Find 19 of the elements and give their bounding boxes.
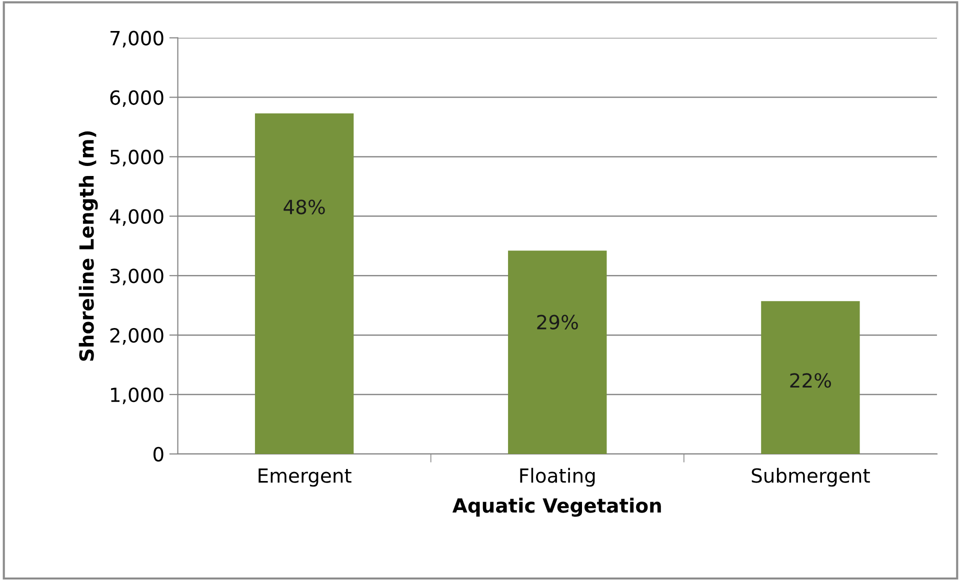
y-tick-label: 5,000: [110, 150, 164, 166]
annotation: 22%: [790, 373, 831, 388]
annotation: 29%: [537, 314, 578, 330]
x-tick-label: Submergent: [752, 468, 870, 487]
bar: [508, 250, 607, 454]
y-tick-label: 2,000: [110, 328, 164, 345]
y-tick-label: 1,000: [111, 387, 164, 404]
bar: [254, 113, 354, 454]
x-axis-title: Aquatic Vegetation: [452, 498, 661, 517]
y-tick-label: 7,000: [110, 30, 164, 48]
x-tick-label: Floating: [520, 468, 595, 487]
bar: [761, 301, 860, 454]
y-tick-label: 4,000: [110, 209, 164, 226]
x-tick-label: Emergent: [258, 468, 352, 487]
y-tick-label: 0: [154, 446, 164, 462]
y-axis-title: Shoreline Length (m): [78, 131, 98, 361]
y-tick-label: 6,000: [110, 90, 164, 107]
y-tick-label: 3,000: [110, 268, 164, 286]
annotation: 48%: [284, 200, 325, 214]
